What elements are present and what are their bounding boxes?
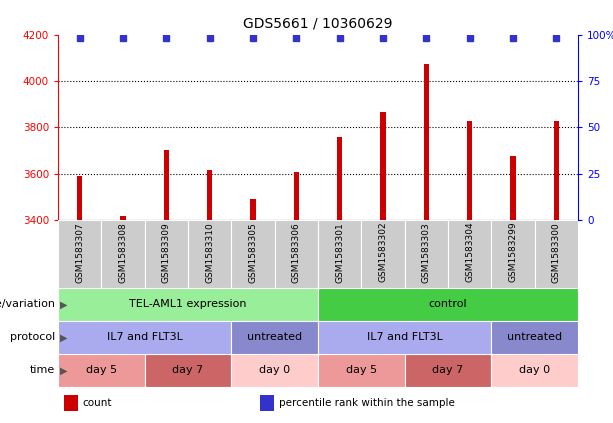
Bar [318, 321, 492, 354]
Bar [318, 354, 405, 387]
Text: ▶: ▶ [60, 332, 67, 342]
Bar [231, 354, 318, 387]
Text: day 0: day 0 [519, 365, 550, 375]
Text: GSM1583310: GSM1583310 [205, 222, 214, 283]
Bar [145, 220, 188, 288]
Text: day 7: day 7 [432, 365, 463, 375]
Bar [492, 354, 578, 387]
Bar [261, 395, 274, 411]
Text: time: time [29, 365, 55, 375]
Text: TEL-AML1 expression: TEL-AML1 expression [129, 299, 247, 309]
Text: ▶: ▶ [60, 299, 67, 309]
Bar [275, 220, 318, 288]
Text: GSM1583304: GSM1583304 [465, 222, 474, 283]
Bar [448, 220, 492, 288]
Bar [405, 354, 492, 387]
Text: day 5: day 5 [86, 365, 117, 375]
Bar [145, 354, 231, 387]
Text: genotype/variation: genotype/variation [0, 299, 55, 309]
Text: day 7: day 7 [172, 365, 204, 375]
Text: control: control [428, 299, 467, 309]
Bar [318, 220, 361, 288]
Bar [77, 176, 82, 220]
Bar [318, 288, 578, 321]
Text: ▶: ▶ [60, 365, 67, 375]
Bar [188, 220, 231, 288]
Bar [467, 121, 472, 220]
Bar [294, 172, 299, 220]
Bar [207, 170, 212, 220]
Text: GSM1583305: GSM1583305 [248, 222, 257, 283]
Text: GSM1583301: GSM1583301 [335, 222, 344, 283]
Title: GDS5661 / 10360629: GDS5661 / 10360629 [243, 17, 393, 31]
Text: IL7 and FLT3L: IL7 and FLT3L [107, 332, 183, 342]
Text: protocol: protocol [10, 332, 55, 342]
Bar [120, 216, 126, 220]
Text: GSM1583299: GSM1583299 [509, 222, 517, 283]
Text: count: count [83, 398, 112, 408]
Bar [250, 199, 256, 220]
Bar [164, 151, 169, 220]
Bar [58, 288, 318, 321]
Text: GSM1583302: GSM1583302 [378, 222, 387, 283]
Text: untreated: untreated [247, 332, 302, 342]
Bar [424, 64, 429, 220]
Text: GSM1583300: GSM1583300 [552, 222, 561, 283]
Bar [405, 220, 448, 288]
Bar [492, 321, 578, 354]
Text: untreated: untreated [507, 332, 562, 342]
Text: day 0: day 0 [259, 365, 290, 375]
Bar [511, 156, 516, 220]
Text: IL7 and FLT3L: IL7 and FLT3L [367, 332, 443, 342]
Text: GSM1583306: GSM1583306 [292, 222, 301, 283]
Bar [554, 121, 559, 220]
Text: GSM1583303: GSM1583303 [422, 222, 431, 283]
Bar [381, 112, 386, 220]
Bar [64, 395, 78, 411]
Bar [231, 321, 318, 354]
Bar [492, 220, 535, 288]
Bar [58, 321, 231, 354]
Bar [101, 220, 145, 288]
Bar [231, 220, 275, 288]
Text: percentile rank within the sample: percentile rank within the sample [279, 398, 455, 408]
Bar [361, 220, 405, 288]
Text: GSM1583307: GSM1583307 [75, 222, 84, 283]
Text: GSM1583309: GSM1583309 [162, 222, 171, 283]
Bar [535, 220, 578, 288]
Bar [58, 220, 101, 288]
Text: day 5: day 5 [346, 365, 377, 375]
Bar [337, 137, 342, 220]
Bar [58, 354, 145, 387]
Text: GSM1583308: GSM1583308 [118, 222, 128, 283]
